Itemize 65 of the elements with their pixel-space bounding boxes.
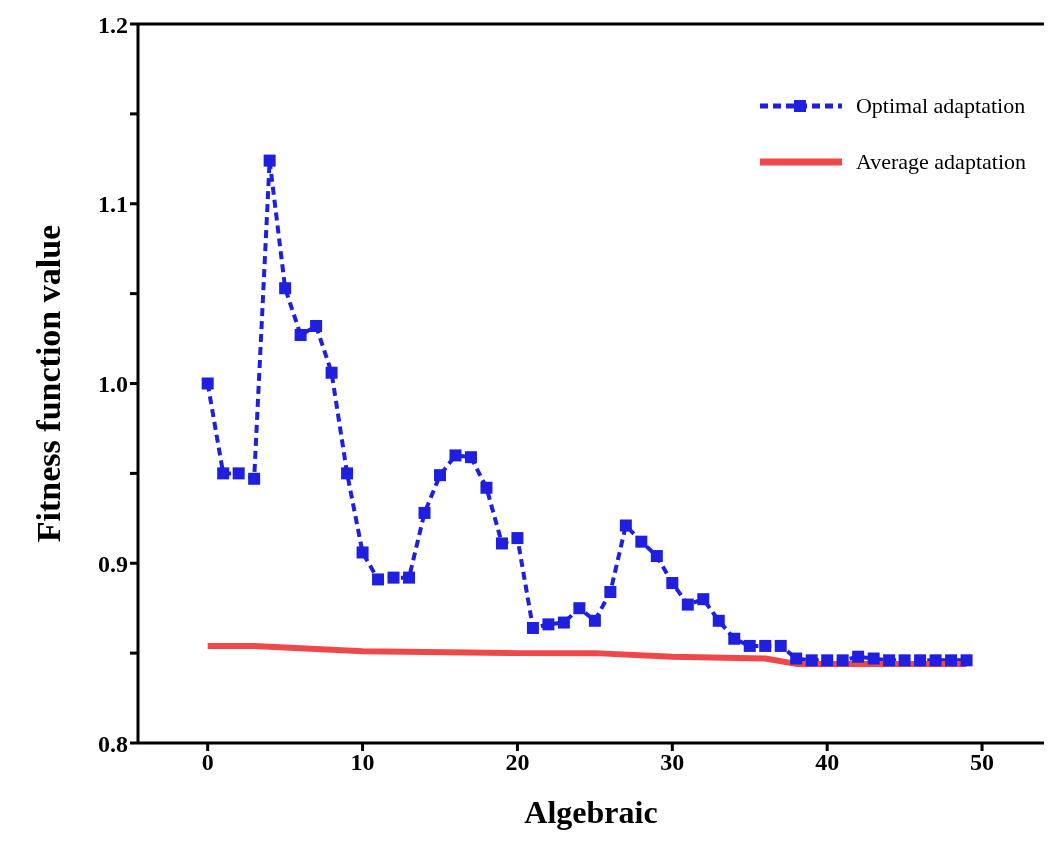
point [836,654,849,667]
point [914,654,927,667]
point [372,573,385,586]
point [495,537,508,550]
x-tick-label: 0 [201,749,214,776]
point [341,467,354,480]
y-tick-label: 1.2 [98,11,128,38]
point [650,550,663,563]
point [821,654,834,667]
point [464,451,477,464]
x-axis-title: Algebraic [524,794,658,830]
y-tick-label: 0.8 [98,730,128,757]
point [743,639,756,652]
point [325,366,338,379]
point [883,654,896,667]
point [635,535,648,548]
point [759,639,772,652]
point [588,614,601,627]
point [403,571,416,584]
point [852,650,865,663]
point [248,472,261,485]
point [557,616,570,629]
point [790,652,803,665]
point [867,652,880,665]
point [945,654,958,667]
point [480,481,493,494]
point [898,654,911,667]
point [619,519,632,532]
point [294,328,307,341]
x-tick-label: 10 [350,749,375,776]
point [279,282,292,295]
x-tick-label: 50 [970,749,995,776]
point [232,467,245,480]
point [356,546,369,559]
point [217,467,230,480]
x-tick-label: 40 [815,749,840,776]
point [526,621,539,634]
y-axis-title: Fitness function value [30,224,68,543]
point [542,618,555,631]
point [929,654,942,667]
x-tick-label: 30 [660,749,685,776]
legend-label: Average adaptation [855,149,1026,175]
point [418,506,431,519]
point [434,469,446,482]
point [263,154,276,167]
y-tick-label: 1.0 [98,371,128,398]
x-tick-label: 20 [505,749,530,776]
point [960,654,973,667]
point [449,449,462,462]
point [728,632,741,645]
point [712,614,725,627]
legend-label: Optimal adaptation [855,93,1026,119]
y-tick-label: 1.1 [98,191,128,218]
point [511,532,524,545]
point [681,598,694,611]
point [666,577,679,590]
point [805,654,818,667]
point [604,586,617,599]
point [774,639,787,652]
point [387,571,400,584]
y-tick-label: 0.9 [98,550,128,577]
point [697,593,710,606]
point [310,319,323,332]
point [573,602,586,615]
point [201,377,214,390]
